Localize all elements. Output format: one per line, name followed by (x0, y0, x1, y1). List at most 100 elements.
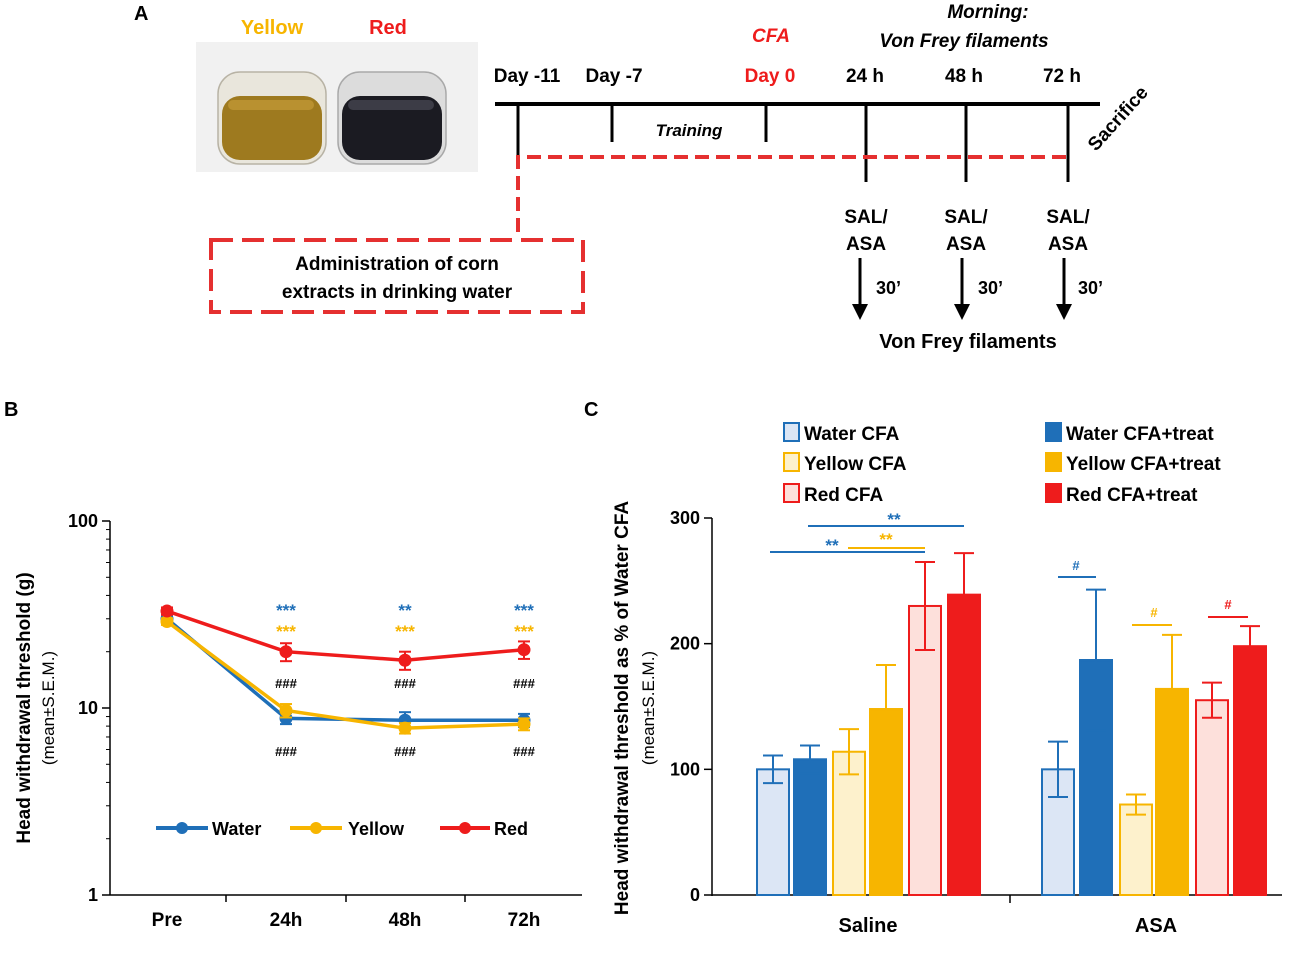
c-sig-label: # (1224, 597, 1232, 612)
b-point (398, 653, 412, 667)
b-point (279, 645, 293, 659)
c-ytick-label: 200 (670, 634, 700, 654)
panel-c-y-ticks: 0 100 200 300 (670, 508, 712, 905)
b-series-yellow (160, 615, 531, 735)
legend-yellow-marker (310, 822, 322, 834)
c-bar-group (1041, 740, 1075, 896)
yellow-extract-liquid (222, 96, 322, 160)
c-sig-label: ** (887, 510, 901, 529)
b-hash-upper: ### (394, 676, 416, 691)
b-series-red (160, 604, 531, 671)
b-hash-lower: ### (394, 744, 416, 759)
day-label-0: Day 0 (745, 66, 796, 87)
b-star-yellow: *** (276, 622, 296, 641)
c-bar (908, 604, 942, 896)
delay-24h: 30’ (876, 278, 901, 298)
c-bar-group (1119, 793, 1153, 897)
c-bar-group (1195, 681, 1229, 897)
training-label: Training (656, 121, 723, 140)
panel-b-ylabel: Head withdrawal threshold (g) (14, 572, 35, 843)
c-bar-group (756, 754, 790, 896)
panel-b-label: B (4, 399, 18, 421)
photo-red-label: Red (369, 17, 407, 39)
photo-yellow-label: Yellow (241, 17, 304, 39)
b-star-yellow: *** (514, 622, 534, 641)
b-ytick-label: 1 (88, 885, 98, 905)
c-bar (793, 758, 827, 897)
c-bar (756, 768, 790, 896)
panel-c-ysublabel: (mean±S.E.M.) (639, 651, 658, 765)
panel-b-series (160, 604, 531, 735)
sal-asa-48h-line1: SAL/ (944, 207, 988, 228)
day-label-minus-7: Day -7 (585, 66, 642, 87)
b-xtick-label: 48h (389, 910, 422, 931)
b-hash-upper: ### (275, 676, 297, 691)
b-line-water (165, 617, 524, 722)
panel-b-x-ticks: Pre 24h 48h 72h (152, 895, 540, 931)
von-frey-bottom-label: Von Frey filaments (879, 331, 1056, 353)
morning-von-frey-label: Von Frey filaments (879, 31, 1048, 52)
c-legend-swatch (783, 452, 800, 472)
c-xtick-label: ASA (1135, 915, 1177, 937)
treatment-72h: SAL/ ASA 30’ (1046, 207, 1103, 320)
panel-a-label: A (134, 3, 148, 25)
c-bar (1195, 699, 1229, 897)
c-bar-group (908, 560, 942, 896)
c-bar-group (869, 664, 903, 896)
arrow-48h-head-icon (954, 304, 970, 320)
b-point (517, 643, 531, 657)
sal-asa-24h-line2: ASA (846, 234, 886, 255)
c-legend-label: Water CFA+treat (1066, 424, 1214, 445)
sal-asa-72h-line2: ASA (1048, 234, 1088, 255)
b-ytick-label: 10 (78, 698, 98, 718)
c-legend-label: Yellow CFA (804, 454, 907, 475)
c-sig-label: # (1072, 558, 1080, 573)
sal-asa-24h-line1: SAL/ (844, 207, 888, 228)
sal-asa-48h-line2: ASA (946, 234, 986, 255)
b-ytick-label: 100 (68, 511, 98, 531)
b-point (398, 721, 412, 735)
sacrifice-label: Sacrifice (1084, 82, 1153, 155)
c-legend-label: Red CFA (804, 485, 883, 506)
c-legend-label: Yellow CFA+treat (1066, 454, 1221, 475)
b-xtick-label: 24h (270, 910, 303, 931)
b-xtick-label: Pre (152, 910, 183, 931)
red-liquid-highlight (348, 100, 434, 110)
c-bar (1233, 645, 1267, 896)
panel-b-legend: Water Yellow Red (156, 819, 528, 839)
b-series-water (160, 612, 531, 731)
c-legend-swatch (1045, 422, 1062, 442)
c-ytick-label: 100 (670, 759, 700, 779)
day-label-minus-11: Day -11 (494, 66, 561, 87)
panel-b-y-ticks: 1 10 100 (68, 511, 110, 905)
panel-c-legend: Water CFA Yellow CFA Red CFA Water CFA+trea… (783, 422, 1221, 506)
b-point (160, 604, 174, 618)
c-bar (1119, 803, 1153, 897)
c-xtick-label: Saline (839, 915, 898, 937)
delay-72h: 30’ (1078, 278, 1103, 298)
panel-b-minor-ticks (106, 529, 110, 840)
legend-red-label: Red (494, 819, 528, 839)
panel-c: C Head withdrawal threshold as % of Wate… (584, 399, 1282, 937)
c-bar (1079, 659, 1113, 897)
b-line-red (166, 609, 525, 663)
c-legend-swatch (1045, 452, 1062, 472)
b-point (160, 615, 174, 629)
panel-b: B Head withdrawal threshold (g) (mean±S.… (4, 399, 582, 931)
b-point (517, 717, 531, 731)
panel-c-label: C (584, 399, 598, 421)
legend-red-marker (459, 822, 471, 834)
c-sig-label: ** (879, 530, 893, 549)
morning-label: Morning: (947, 2, 1028, 23)
legend-yellow-label: Yellow (348, 819, 405, 839)
panel-b-annotations: ******######*****######******###### (275, 601, 535, 759)
delay-48h: 30’ (978, 278, 1003, 298)
arrow-72h-head-icon (1056, 304, 1072, 320)
sal-asa-72h-line1: SAL/ (1046, 207, 1090, 228)
b-point (279, 703, 293, 717)
c-bar-group (1155, 633, 1189, 897)
administration-line-2: extracts in drinking water (282, 282, 513, 303)
panel-b-ysublabel: (mean±S.E.M.) (39, 651, 58, 765)
b-line-yellow (165, 620, 525, 730)
